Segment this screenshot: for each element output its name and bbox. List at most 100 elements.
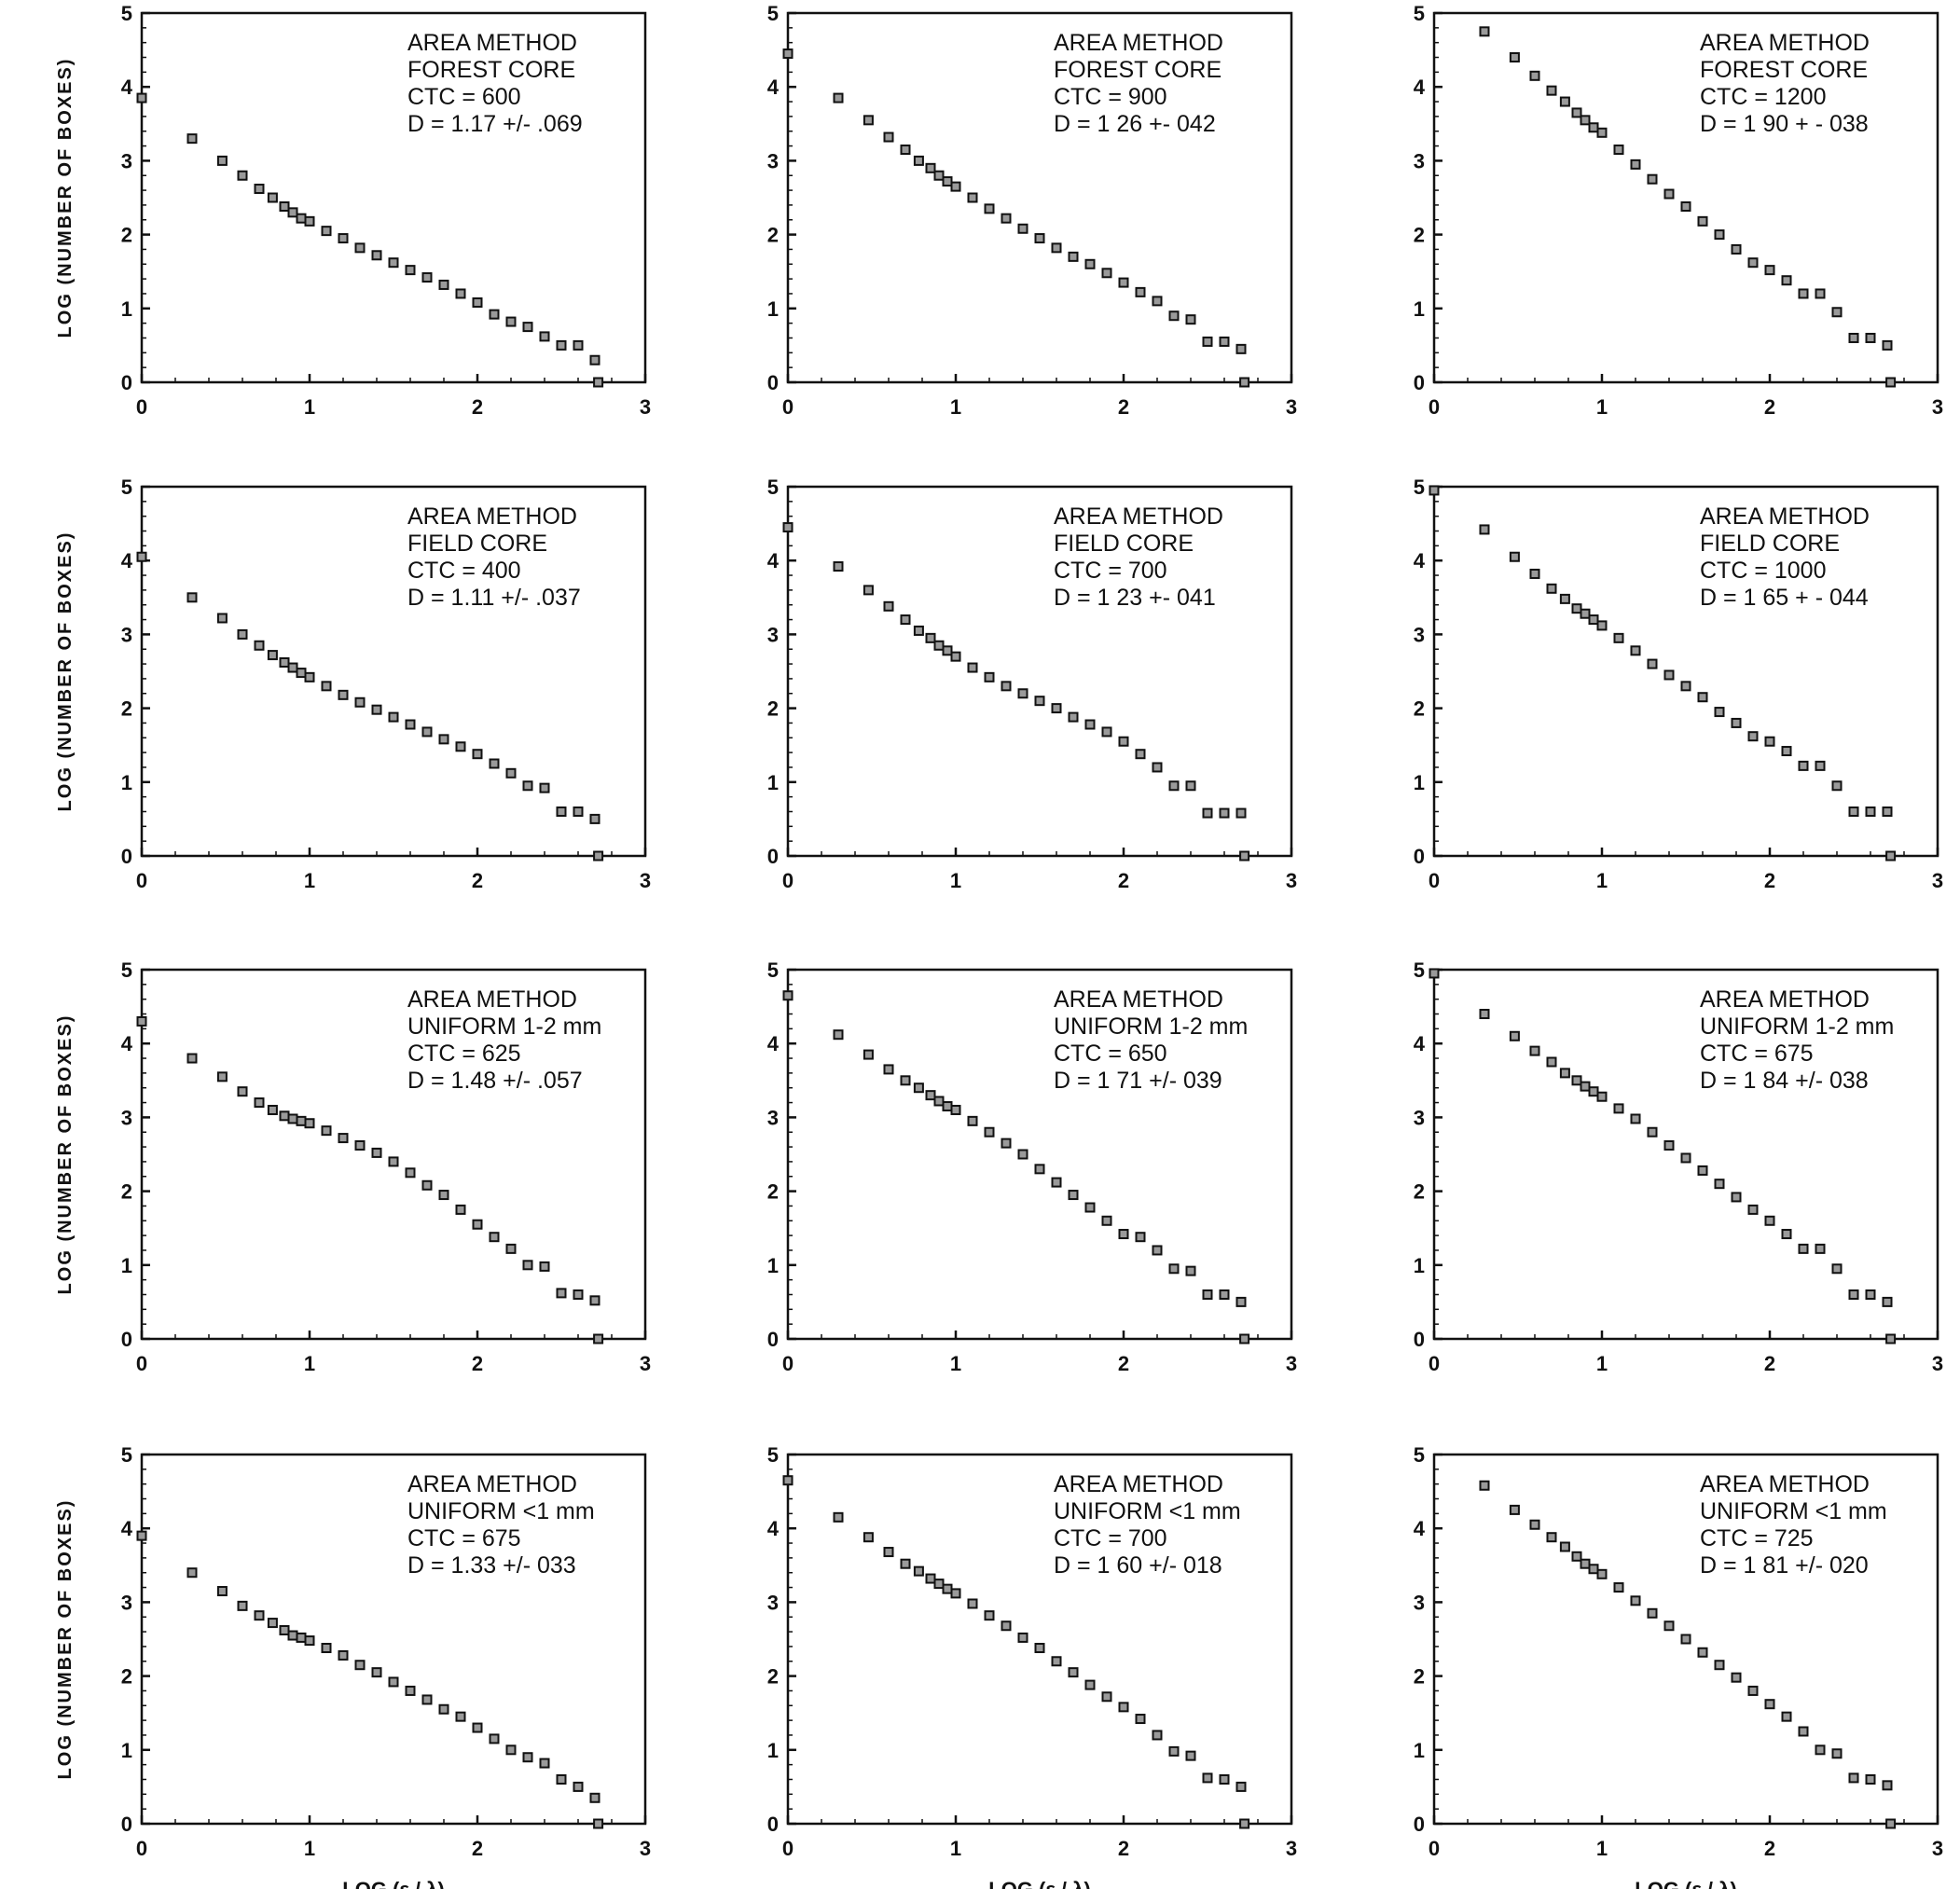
data-point	[1848, 806, 1859, 817]
annotation-line: CTC = 1000	[1700, 558, 1827, 584]
data-point	[371, 704, 382, 715]
data-point	[1571, 603, 1582, 614]
data-point	[1882, 1780, 1893, 1791]
data-point	[1647, 173, 1658, 185]
x-tick-label: 3	[1932, 869, 1943, 892]
data-point	[1001, 213, 1012, 224]
data-point	[1152, 762, 1163, 773]
y-tick-label: 2	[121, 697, 132, 721]
annotation-line: CTC = 1200	[1700, 84, 1827, 110]
data-point	[1559, 593, 1570, 604]
annotation-line: FIELD CORE	[407, 531, 547, 557]
y-axis-label: LOG (NUMBER OF BOXES)	[55, 531, 76, 812]
x-tick-label: 0	[782, 1837, 794, 1860]
data-point	[1630, 1113, 1641, 1124]
data-point	[950, 651, 961, 662]
x-axis-label: LOG (ε / λ)	[342, 1878, 444, 1889]
x-tick-label: 1	[950, 869, 961, 892]
y-tick-label: 5	[1414, 1443, 1425, 1467]
y-tick-label: 0	[121, 1813, 132, 1836]
annotation-line: CTC = 700	[1054, 558, 1167, 584]
data-point	[1680, 1634, 1691, 1645]
data-point	[556, 1773, 567, 1785]
x-tick-label: 0	[136, 395, 147, 419]
data-point	[1479, 1480, 1490, 1491]
x-tick-label: 3	[1286, 1352, 1297, 1375]
data-point	[1084, 1679, 1096, 1690]
y-tick-label: 5	[121, 2, 132, 25]
data-point	[1509, 1504, 1520, 1515]
x-tick-label: 3	[640, 1837, 651, 1860]
data-point	[1731, 1672, 1742, 1683]
data-point	[296, 1632, 307, 1643]
data-point	[304, 1635, 315, 1647]
data-point	[1588, 122, 1599, 133]
data-point	[1001, 681, 1012, 692]
annotation-line: D = 1 26 +- 042	[1054, 111, 1216, 137]
y-tick-label: 4	[1414, 76, 1426, 99]
data-point	[1731, 717, 1742, 728]
y-tick-label: 3	[1414, 623, 1425, 646]
annotation-line: D = 1.17 +/- .069	[407, 111, 583, 137]
data-point	[1831, 1748, 1843, 1759]
data-point	[1034, 1164, 1045, 1175]
data-point	[1714, 1179, 1725, 1190]
annotation-line: CTC = 600	[407, 84, 521, 110]
data-point	[1479, 1009, 1490, 1020]
data-point	[1051, 1656, 1062, 1667]
data-point	[136, 551, 147, 562]
data-point	[522, 780, 533, 792]
data-point	[1663, 669, 1675, 681]
annotation-line: FOREST CORE	[1700, 57, 1868, 83]
data-point	[1017, 1632, 1028, 1643]
y-tick-label: 4	[767, 76, 780, 99]
data-point	[1865, 806, 1876, 817]
data-point	[1235, 343, 1247, 354]
data-point	[573, 339, 584, 351]
data-point	[933, 1579, 945, 1590]
data-point	[421, 1694, 433, 1705]
data-point	[505, 767, 517, 779]
data-point	[1764, 1699, 1775, 1710]
annotation-line: CTC = 900	[1054, 84, 1167, 110]
y-tick-label: 2	[1414, 1665, 1425, 1689]
y-tick-label: 1	[1414, 1254, 1425, 1277]
annotation-line: D = 1 71 +/- 039	[1054, 1068, 1222, 1094]
y-tick-label: 4	[121, 549, 133, 572]
data-point	[1084, 719, 1096, 730]
annotation-line: CTC = 700	[1054, 1525, 1167, 1551]
data-point	[216, 613, 228, 624]
annotation-line: CTC = 625	[407, 1041, 521, 1067]
data-point	[589, 1792, 600, 1803]
data-point	[1663, 1620, 1675, 1632]
data-point	[186, 1053, 198, 1064]
data-point	[1680, 1152, 1691, 1164]
data-point	[1202, 1289, 1213, 1300]
data-point	[1798, 760, 1809, 771]
data-point	[1798, 1726, 1809, 1737]
data-point	[1588, 1086, 1599, 1097]
data-point	[455, 741, 466, 752]
data-point	[1239, 1333, 1250, 1344]
data-point	[1647, 1126, 1658, 1138]
data-point	[1596, 1568, 1608, 1579]
data-point	[863, 1532, 874, 1543]
data-point	[942, 1583, 953, 1594]
data-point	[1580, 115, 1591, 126]
x-tick-label: 2	[472, 869, 483, 892]
y-tick-label: 0	[121, 845, 132, 868]
data-point	[1001, 1620, 1012, 1632]
data-point	[1588, 1564, 1599, 1575]
data-point	[136, 92, 147, 103]
data-point	[593, 1818, 604, 1829]
data-point	[489, 1733, 500, 1744]
y-tick-label: 5	[767, 476, 779, 499]
data-point	[1815, 1243, 1826, 1254]
x-tick-label: 0	[782, 395, 794, 419]
plot-frame	[1432, 485, 1939, 858]
plot-frame	[1432, 1453, 1939, 1826]
x-tick-label: 0	[136, 1837, 147, 1860]
data-point	[1017, 1149, 1028, 1160]
